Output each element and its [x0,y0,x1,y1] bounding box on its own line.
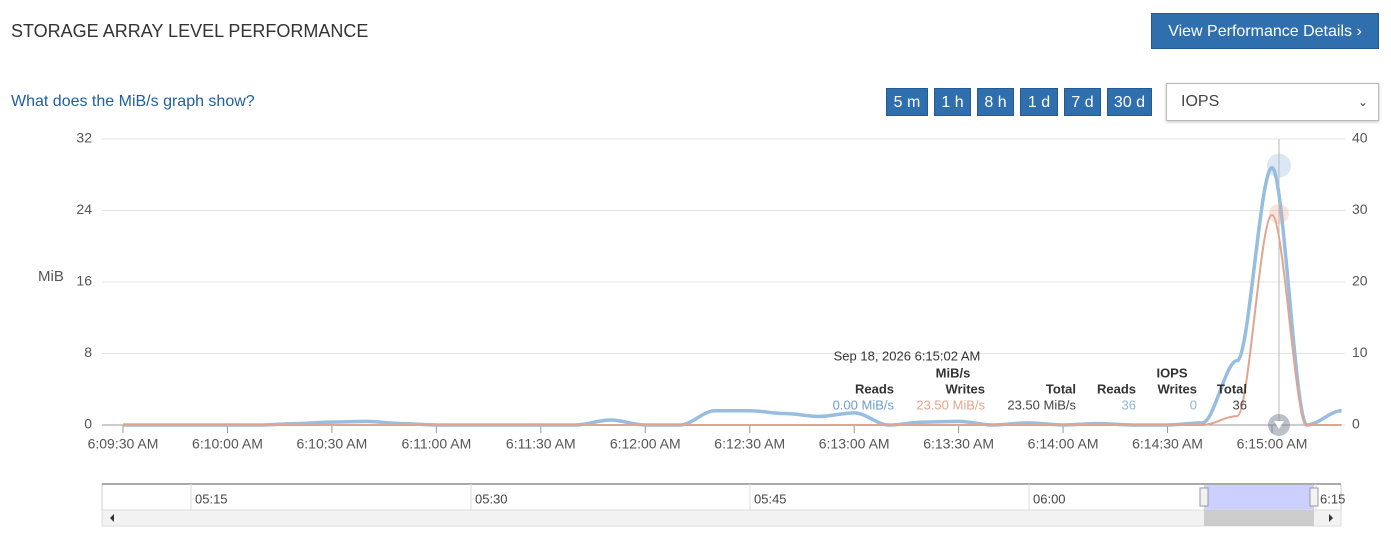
navigator-label: 05:30 [475,491,508,506]
y-tick-label: 0 [84,416,92,432]
y2-tick-label: 0 [1352,416,1360,432]
navigator-handle [1199,487,1209,507]
y-tick-label: 16 [76,273,92,289]
range-button[interactable]: 1 h [934,88,971,116]
series-line [122,165,1342,427]
navigator-handle [1309,487,1319,507]
navigator-label: 05:45 [754,491,787,506]
range-button[interactable]: 5 m [886,88,928,116]
x-tick-label: 6:13:30 AM [923,436,994,452]
range-button[interactable]: 1 d [1020,88,1058,116]
help-link[interactable]: What does the MiB/s graph show? [11,93,255,110]
x-tick-label: 6:12:30 AM [714,436,785,452]
range-button[interactable]: 30 d [1107,88,1152,116]
hover-halo [1266,153,1291,178]
metric-value: IOPS [1181,93,1220,110]
tooltip-header: Writes [1158,381,1198,396]
y2-tick-label: 10 [1352,344,1368,360]
hover-halo [1268,203,1289,224]
x-tick-label: 6:13:00 AM [819,436,890,452]
y2-tick-label: 40 [1352,130,1368,146]
tooltip-header: Reads [855,381,894,396]
navigator [101,483,1342,511]
x-tick-label: 6:09:30 AM [88,436,159,452]
y2-tick-label: 20 [1352,273,1368,289]
tooltip-group: MiB/s [936,365,971,380]
tooltip-header: Total [1217,381,1247,396]
tooltip-date: Sep 18, 2026 6:15:02 AM [834,348,981,363]
scroll-right [1329,514,1333,522]
scroll-left [110,514,114,522]
tooltip-value: 0.00 MiB/s [833,397,895,412]
chevron: ⌄ [1357,95,1368,109]
tooltip: Sep 18, 2026 6:15:02 AM MiB/s IOPS Reads Wri… [833,348,1247,412]
tooltip-header: Reads [1097,381,1136,396]
marker [1273,421,1284,429]
range-button[interactable]: 8 h [977,88,1014,116]
y-tick-label: 24 [76,201,92,217]
x-tick-label: 6:11:30 AM [506,436,576,452]
metric-select[interactable]: IOPS ⌄ [1166,83,1379,121]
y2-tick-label: 30 [1352,201,1368,217]
scrollbar-thumb [1204,510,1314,526]
y-axis-label: MiB [38,268,64,285]
navigator-label: 06:00 [1033,491,1066,506]
navigator-selection [1204,485,1314,510]
range-button[interactable]: 7 d [1064,88,1101,116]
navigator-label: 6:15 [1320,491,1345,506]
x-tick-label: 6:15:00 AM [1237,436,1308,452]
navigator-label: 05:15 [195,491,228,506]
tooltip-value: 36 [1122,397,1136,412]
tooltip-value: 23.50 MiB/s [916,397,985,412]
y-tick-label: 8 [84,344,92,360]
x-tick-label: 6:12:00 AM [610,436,681,452]
page-title: STORAGE ARRAY LEVEL PERFORMANCE [11,21,369,41]
tooltip-value: 36 [1233,397,1247,412]
x-tick-label: 6:14:00 AM [1028,436,1099,452]
series-line [122,213,1342,426]
details-button[interactable]: View Performance Details › [1151,13,1379,49]
x-tick-label: 6:11:00 AM [401,436,471,452]
x-tick-label: 6:10:30 AM [296,436,367,452]
tooltip-header: Writes [946,381,986,396]
x-tick-label: 6:14:30 AM [1132,436,1203,452]
tooltip-value: 23.50 MiB/s [1007,397,1076,412]
x-tick-label: 6:10:00 AM [192,436,263,452]
y-tick-label: 32 [76,130,92,146]
tooltip-header: Total [1046,381,1076,396]
scrollbar [101,509,1342,527]
tooltip-value: 0 [1190,397,1197,412]
tooltip-group: IOPS [1156,365,1187,380]
